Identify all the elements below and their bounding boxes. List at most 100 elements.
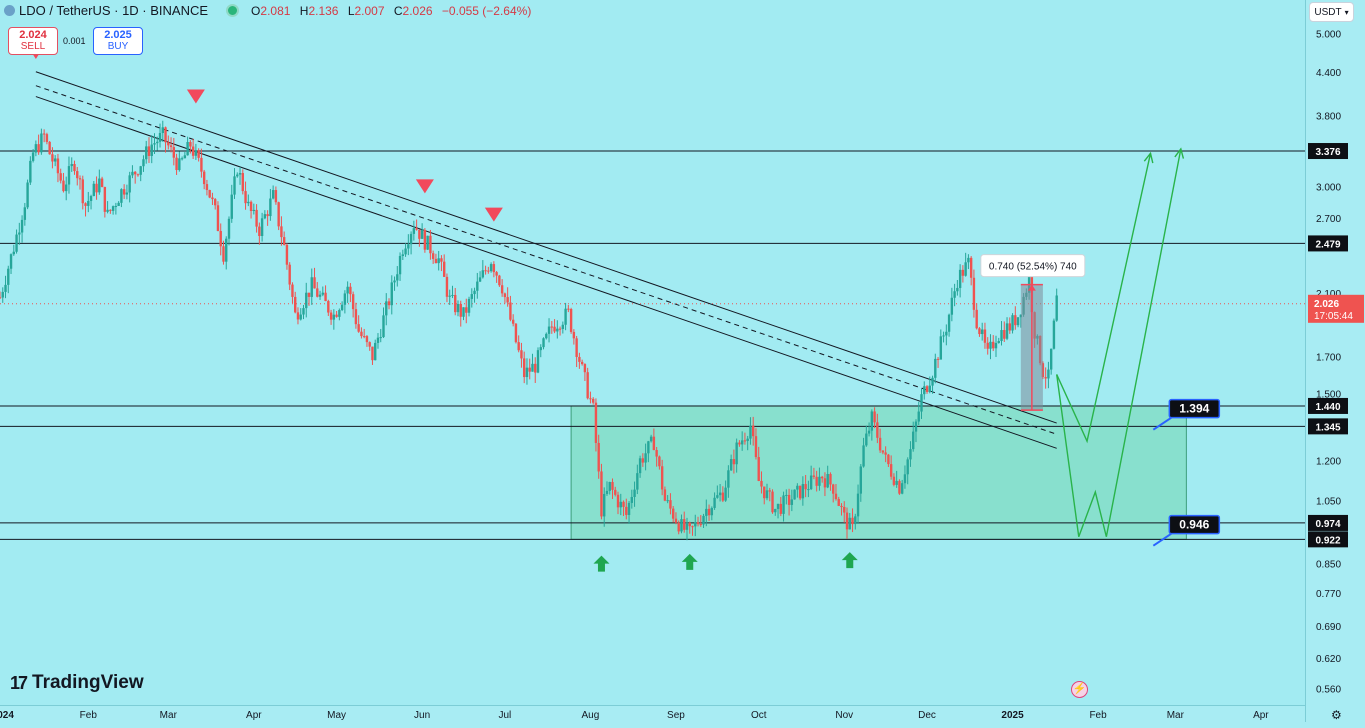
current-price-label: 2.026 bbox=[1314, 299, 1339, 310]
candle-body bbox=[729, 459, 733, 471]
candle-body bbox=[98, 178, 101, 193]
candle-body bbox=[1052, 320, 1056, 349]
candle-body bbox=[536, 350, 540, 373]
spread-value: 0.001 bbox=[63, 36, 86, 46]
candle-body bbox=[829, 473, 832, 485]
candle-body bbox=[975, 309, 978, 329]
tradingview-logo[interactable]: 17 TradingView bbox=[10, 672, 144, 694]
candle-body bbox=[917, 411, 920, 422]
candle-body bbox=[556, 328, 559, 332]
open-label: O bbox=[251, 3, 261, 18]
candle-body bbox=[51, 154, 54, 162]
candle-body bbox=[4, 284, 7, 292]
candle-body bbox=[923, 386, 926, 395]
candle-body bbox=[252, 209, 256, 212]
target-label: 0.946 bbox=[1179, 518, 1209, 532]
candle-body bbox=[707, 508, 711, 516]
projection-arrowhead bbox=[1174, 147, 1185, 159]
ohlc-readout: O2.081 H2.136 L2.007 C2.026 −0.055 (−2.6… bbox=[251, 4, 537, 18]
buy-price: 2.025 bbox=[104, 29, 132, 41]
candle-body bbox=[23, 207, 27, 220]
chevron-down-icon: ▾ bbox=[1344, 7, 1349, 17]
candle-body bbox=[346, 286, 349, 294]
candle-body bbox=[666, 500, 669, 502]
candle-body bbox=[434, 258, 438, 264]
candle-body bbox=[942, 335, 945, 337]
candle-body bbox=[735, 442, 738, 465]
candle-body bbox=[379, 337, 382, 339]
candle-body bbox=[310, 277, 313, 297]
candle-body bbox=[870, 411, 874, 431]
candle-body bbox=[467, 298, 471, 313]
time-tick-label: 2025 bbox=[1001, 710, 1024, 721]
candle-body bbox=[208, 190, 211, 198]
candle-body bbox=[936, 358, 940, 360]
candle-body bbox=[390, 282, 393, 306]
candle-body bbox=[244, 191, 247, 204]
candle-body bbox=[865, 433, 868, 446]
candle-body bbox=[332, 314, 336, 320]
candle-body bbox=[625, 506, 628, 515]
candle-body bbox=[150, 144, 153, 156]
candles bbox=[0, 120, 1058, 541]
candle-body bbox=[81, 179, 84, 204]
candle-body bbox=[622, 501, 625, 507]
candle-body bbox=[644, 453, 647, 463]
currency-button[interactable]: USDT ▾ bbox=[1309, 2, 1354, 22]
candle-body bbox=[696, 522, 700, 525]
candle-body bbox=[608, 481, 611, 491]
candle-body bbox=[70, 163, 73, 167]
candle-body bbox=[418, 229, 421, 239]
gear-icon[interactable]: ⚙ bbox=[1331, 708, 1342, 722]
candle-body bbox=[826, 473, 829, 488]
price-axis[interactable]: 5.000 4.400 3.800 3.376 3.000 2.700 2.479 2.100… bbox=[1305, 0, 1365, 722]
candle-body bbox=[431, 253, 435, 259]
candle-body bbox=[619, 501, 622, 508]
candle-body bbox=[263, 214, 267, 219]
candle-body bbox=[534, 363, 537, 373]
candle-body bbox=[605, 490, 609, 494]
candle-body bbox=[274, 190, 278, 203]
candle-body bbox=[362, 336, 366, 338]
candle-body bbox=[567, 308, 570, 310]
candle-body bbox=[420, 229, 424, 239]
candle-body bbox=[495, 272, 498, 276]
symbol-title[interactable]: LDO / TetherUS · 1D · BINANCE bbox=[19, 3, 209, 18]
candle-body bbox=[404, 248, 407, 255]
candle-body bbox=[296, 312, 300, 320]
candle-body bbox=[305, 292, 308, 309]
candle-body bbox=[354, 309, 358, 325]
candle-body bbox=[349, 286, 352, 295]
lightning-icon[interactable]: ⚡ bbox=[1071, 681, 1088, 698]
candle-body bbox=[572, 331, 576, 339]
price-tick-label: 0.620 bbox=[1316, 654, 1341, 665]
candle-body bbox=[878, 437, 882, 451]
candle-body bbox=[40, 133, 43, 153]
candle-body bbox=[338, 310, 341, 317]
time-axis[interactable]: 2024 Feb Mar Apr May Jun Jul Aug Sep Oct Nov Dec 202… bbox=[0, 705, 1305, 723]
price-tick-label: 4.400 bbox=[1316, 68, 1341, 79]
candle-body bbox=[589, 398, 592, 400]
candle-body bbox=[407, 244, 410, 249]
candle-body bbox=[125, 192, 129, 195]
candle-body bbox=[702, 515, 705, 525]
candle-body bbox=[627, 502, 631, 515]
candle-body bbox=[73, 163, 76, 172]
candle-body bbox=[964, 262, 967, 276]
sell-button[interactable]: 2.024 SELL bbox=[8, 27, 58, 55]
chart-area[interactable]: 0.740 (52.54%) 740 1.394 0.946 bbox=[0, 0, 1305, 705]
candle-body bbox=[1016, 317, 1020, 326]
candle-body bbox=[236, 174, 239, 177]
candle-body bbox=[142, 159, 145, 167]
time-tick-label: Aug bbox=[582, 710, 600, 721]
price-chart[interactable]: 0.740 (52.54%) 740 1.394 0.946 bbox=[0, 0, 1305, 705]
candle-body bbox=[738, 442, 741, 445]
price-tick-label: 1.050 bbox=[1316, 496, 1341, 507]
candle-body bbox=[843, 506, 846, 513]
candle-body bbox=[423, 229, 427, 250]
buy-button[interactable]: 2.025 BUY bbox=[93, 27, 143, 55]
candle-body bbox=[0, 297, 2, 299]
time-tick-label: May bbox=[327, 710, 346, 721]
candle-body bbox=[892, 476, 896, 485]
candle-body bbox=[798, 485, 802, 499]
